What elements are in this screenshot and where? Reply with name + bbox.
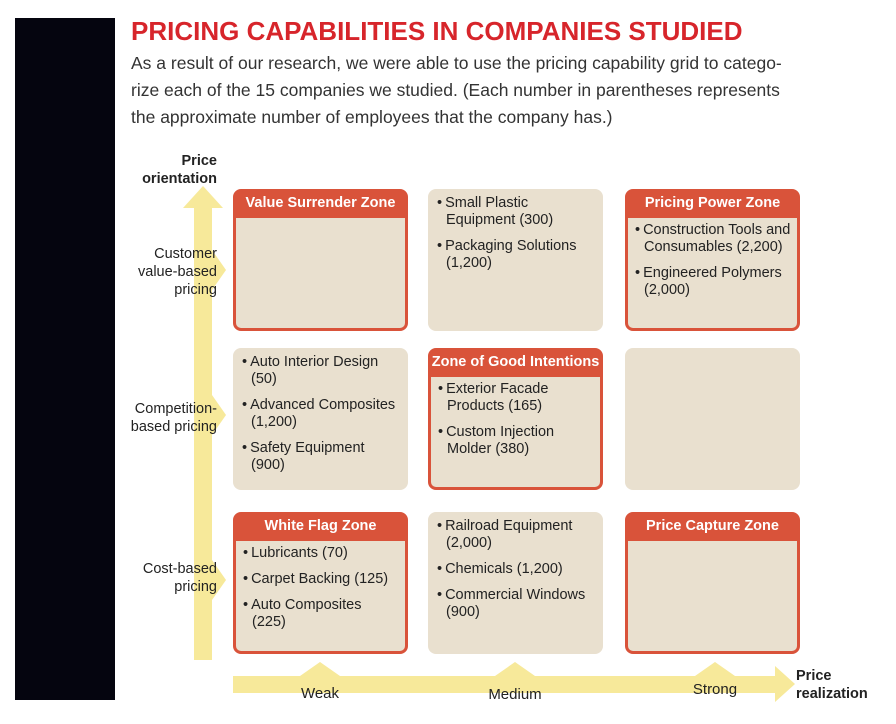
company-item: Commercial Windows (900) (436, 587, 595, 621)
item-list (628, 541, 797, 549)
grid-cell (625, 348, 800, 490)
y-axis-title-line: Price (181, 153, 217, 169)
company-item: Auto Interior Design (50) (241, 354, 400, 388)
grid-cell: Price Capture Zone (625, 512, 800, 654)
grid-cell: Zone of Good IntentionsExterior Facade P… (428, 348, 603, 490)
intro-line: the approximate number of employees that… (131, 107, 613, 127)
company-item: Auto Composites (225) (242, 597, 399, 631)
y-level-line: pricing (174, 579, 217, 595)
zone-title: Zone of Good Intentions (431, 351, 600, 377)
x-axis-title-line: realization (796, 686, 868, 702)
y-axis-title-line: orientation (142, 171, 217, 187)
company-item: Custom Injection Molder (380) (437, 424, 594, 458)
company-item: Engineered Polymers (2,000) (634, 265, 791, 299)
y-level-label: Customer value-based pricing (110, 245, 217, 299)
y-level-line: pricing (174, 282, 217, 298)
item-list: Construction Tools and Consumables (2,20… (628, 218, 797, 312)
title: PRICING CAPABILITIES IN COMPANIES STUDIE… (131, 16, 743, 46)
y-level-label: Competition-based pricing (110, 400, 217, 436)
company-item: Lubricants (70) (242, 545, 399, 562)
company-item: Safety Equipment (900) (241, 440, 400, 474)
zone-title: Pricing Power Zone (628, 192, 797, 218)
y-level-line: Competition- (134, 401, 217, 417)
grid-cell: Value Surrender Zone (233, 189, 408, 331)
zone-title: Value Surrender Zone (236, 192, 405, 218)
company-item: Chemicals (1,200) (436, 561, 595, 578)
y-level-line: Customer (154, 246, 217, 262)
x-level-label: Medium (488, 686, 542, 703)
y-level-label: Cost-based pricing (110, 560, 217, 596)
grid-cell: Pricing Power Zone Construction Tools and… (625, 189, 800, 331)
y-level-line: based pricing (130, 419, 217, 435)
zone-title: Price Capture Zone (628, 515, 797, 541)
grid-cell: Railroad Equipment (2,000) Chemicals (1,2… (428, 512, 603, 654)
company-item: Construction Tools and Consumables (2,20… (634, 222, 791, 256)
intro-line: rize each of the 15 companies we studied… (131, 80, 780, 100)
company-item: Exterior Facade Products (165) (437, 381, 594, 415)
y-axis-title: Price orientation (120, 152, 217, 188)
zone-title: White Flag Zone (236, 515, 405, 541)
sidebar (15, 18, 115, 700)
item-list (236, 218, 405, 226)
item-list: Exterior Facade Products (165) Custom Inj… (431, 377, 600, 471)
intro: As a result of our research, we were abl… (131, 50, 782, 131)
x-level-label: Weak (300, 685, 340, 702)
grid-cell: Auto Interior Design (50) Advanced Compos… (233, 348, 408, 490)
intro-line: As a result of our research, we were abl… (131, 53, 782, 73)
grid-cell: White Flag Zone Lubricants (70) Carpet Bac… (233, 512, 408, 654)
x-axis-title: Price realization (796, 667, 876, 703)
x-level-label: Strong (692, 681, 738, 698)
company-item: Small Plastic Equipment (300) (436, 195, 595, 229)
company-item: Advanced Composites (1,200) (241, 397, 400, 431)
company-item: Railroad Equipment (2,000) (436, 518, 595, 552)
y-level-line: Cost-based (142, 561, 217, 577)
y-level-line: value-based (138, 264, 217, 280)
item-list: Lubricants (70) Carpet Backing (125) Auto … (236, 541, 405, 644)
x-axis-title-line: Price (796, 668, 832, 684)
grid-cell: Small Plastic Equipment (300) Packaging S… (428, 189, 603, 331)
company-item: Carpet Backing (125) (242, 571, 399, 588)
company-item: Packaging Solutions (1,200) (436, 238, 595, 272)
